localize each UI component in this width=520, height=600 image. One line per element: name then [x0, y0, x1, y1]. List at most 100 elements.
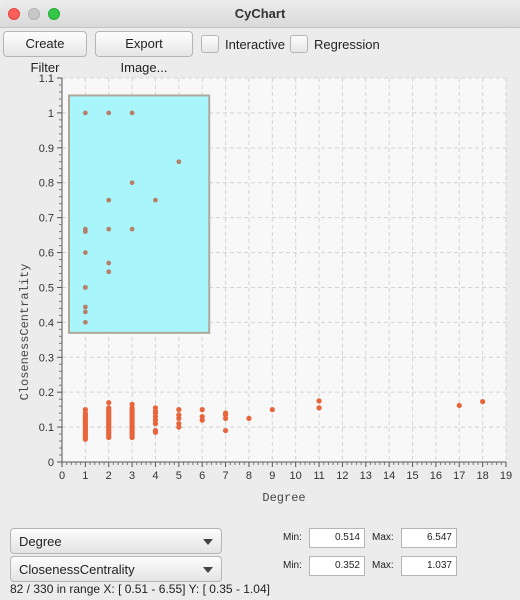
interactive-label: Interactive [225, 36, 285, 52]
data-point [106, 110, 112, 116]
scatter-plot-area[interactable]: 0 1 2 3 4 5 6 7 8 9 10 11 12 13 14 15 16 17 18 19 0 0.1 0.2 0.… [0, 62, 520, 520]
data-point [316, 405, 322, 411]
data-point [82, 229, 88, 235]
data-points [82, 110, 486, 442]
y-column-dropdown[interactable]: ClosenessCentrality [10, 556, 222, 582]
y-tick-label: 1.1 [39, 73, 54, 85]
y-tick-label: 0.1 [39, 422, 54, 434]
y-tick-label: 1 [48, 108, 54, 120]
interactive-checkbox[interactable] [201, 35, 219, 53]
x-tick-label: 0 [59, 470, 65, 482]
x-tick-label: 5 [176, 470, 182, 482]
data-point [82, 304, 88, 310]
x-tick-label: 14 [383, 470, 395, 482]
data-point [456, 402, 462, 409]
bottom-panel: Degree ClosenessCentrality Min: 0.514 Ma… [0, 520, 520, 600]
data-point [222, 415, 229, 421]
create-filter-button[interactable]: Create Filter [3, 31, 87, 75]
toolbar: Create Filter Export Image... Interactiv… [0, 28, 520, 75]
y-tick-label: 0.4 [39, 317, 54, 329]
y-axis-ticks: 0 0.1 0.2 0.3 0.4 0.5 0.6 0.7 0.8 0.9 1 1.1 [39, 73, 62, 469]
x-tick-label: 16 [430, 470, 442, 482]
x-tick-label: 13 [360, 470, 372, 482]
data-point [246, 415, 252, 421]
data-point [199, 407, 205, 413]
x-tick-label: 9 [269, 470, 275, 482]
data-point [129, 434, 135, 441]
data-point [129, 180, 135, 186]
x-column-dropdown[interactable]: Degree [10, 528, 222, 554]
data-point [480, 399, 486, 405]
data-point [106, 434, 112, 441]
chevron-down-icon [203, 567, 213, 573]
data-point [106, 260, 112, 266]
close-window-button[interactable] [8, 8, 20, 20]
y-tick-label: 0.7 [39, 213, 54, 225]
chevron-down-icon [203, 539, 213, 545]
x-min-label: Min: [283, 532, 302, 543]
x-tick-label: 2 [106, 470, 112, 482]
x-tick-label: 15 [406, 470, 418, 482]
x-tick-label: 6 [199, 470, 205, 482]
x-axis-ticks: 0 1 2 3 4 5 6 7 8 9 10 11 12 13 14 15 16 17 18 19 [59, 462, 512, 482]
data-point [199, 417, 205, 423]
window-title: CyChart [234, 6, 286, 21]
data-point [152, 429, 159, 435]
x-tick-label: 4 [152, 470, 158, 482]
x-tick-label: 17 [453, 470, 465, 482]
data-point [82, 436, 88, 442]
title-bar: CyChart [0, 0, 520, 28]
y-tick-label: 0 [48, 457, 54, 469]
y-min-label: Min: [283, 560, 302, 571]
x-column-value: Degree [19, 534, 62, 549]
x-axis-label: Degree [262, 491, 305, 505]
x-tick-label: 1 [82, 470, 88, 482]
y-tick-label: 0.9 [39, 143, 54, 155]
regression-checkbox[interactable] [290, 35, 308, 53]
x-tick-label: 19 [500, 470, 512, 482]
data-point [82, 309, 88, 315]
x-min-field[interactable]: 0.514 [309, 528, 365, 548]
data-point [129, 110, 135, 116]
y-tick-label: 0.6 [39, 248, 54, 260]
data-point [222, 427, 229, 434]
minimize-window-button[interactable] [28, 8, 40, 20]
regression-toggle[interactable]: Regression [290, 34, 380, 54]
data-point [82, 110, 88, 116]
maximize-window-button[interactable] [48, 8, 60, 20]
data-point [106, 400, 112, 406]
y-tick-label: 0.3 [39, 352, 54, 364]
range-status-text: 82 / 330 in range X: [ 0.51 - 6.55] Y: [… [10, 582, 270, 596]
data-point [106, 226, 112, 232]
x-tick-label: 3 [129, 470, 135, 482]
y-column-value: ClosenessCentrality [19, 562, 135, 577]
y-min-field[interactable]: 0.352 [309, 556, 365, 576]
y-tick-label: 0.2 [39, 387, 54, 399]
data-point [82, 319, 88, 325]
y-axis-label: ClosenessCentrality [18, 264, 32, 401]
x-max-field[interactable]: 6.547 [401, 528, 457, 548]
data-point [176, 159, 182, 165]
data-point [82, 285, 88, 290]
regression-label: Regression [314, 36, 380, 52]
data-point [82, 250, 88, 255]
y-max-field[interactable]: 1.037 [401, 556, 457, 576]
selection-rectangle[interactable] [68, 94, 211, 334]
x-max-label: Max: [372, 532, 394, 543]
x-tick-label: 11 [313, 470, 324, 482]
data-point [129, 226, 135, 232]
data-point [106, 197, 112, 203]
y-max-label: Max: [372, 560, 394, 571]
interactive-toggle[interactable]: Interactive [201, 34, 285, 54]
data-point [176, 415, 182, 421]
y-tick-label: 0.5 [39, 282, 54, 294]
data-point [269, 407, 275, 413]
x-tick-label: 18 [477, 470, 489, 482]
x-tick-label: 7 [223, 470, 229, 482]
export-image-button[interactable]: Export Image... [95, 31, 193, 75]
scatter-plot[interactable]: 0 1 2 3 4 5 6 7 8 9 10 11 12 13 14 15 16 17 18 19 00.10.20.… [0, 62, 520, 520]
x-tick-label: 12 [336, 470, 348, 482]
y-tick-label: 0.8 [39, 178, 54, 190]
data-point [152, 421, 159, 427]
